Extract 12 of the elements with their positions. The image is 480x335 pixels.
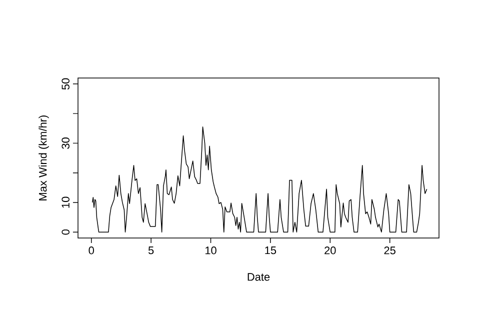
x-tick-label: 0 [88, 246, 94, 254]
x-axis-title: Date [248, 273, 270, 281]
y-tick-label: 50 [62, 78, 70, 90]
x-tick-label: 20 [324, 246, 336, 254]
x-tick-label: 5 [148, 246, 154, 254]
y-axis-title: Max Wind (km/hr) [38, 115, 49, 200]
x-tick-label: 15 [265, 246, 276, 254]
y-tick-label: 0 [62, 229, 70, 235]
y-tick-label: 10 [62, 196, 70, 208]
x-tick-label: 25 [384, 246, 396, 254]
x-tick-label: 10 [205, 246, 216, 254]
y-tick-label: 30 [62, 138, 70, 149]
